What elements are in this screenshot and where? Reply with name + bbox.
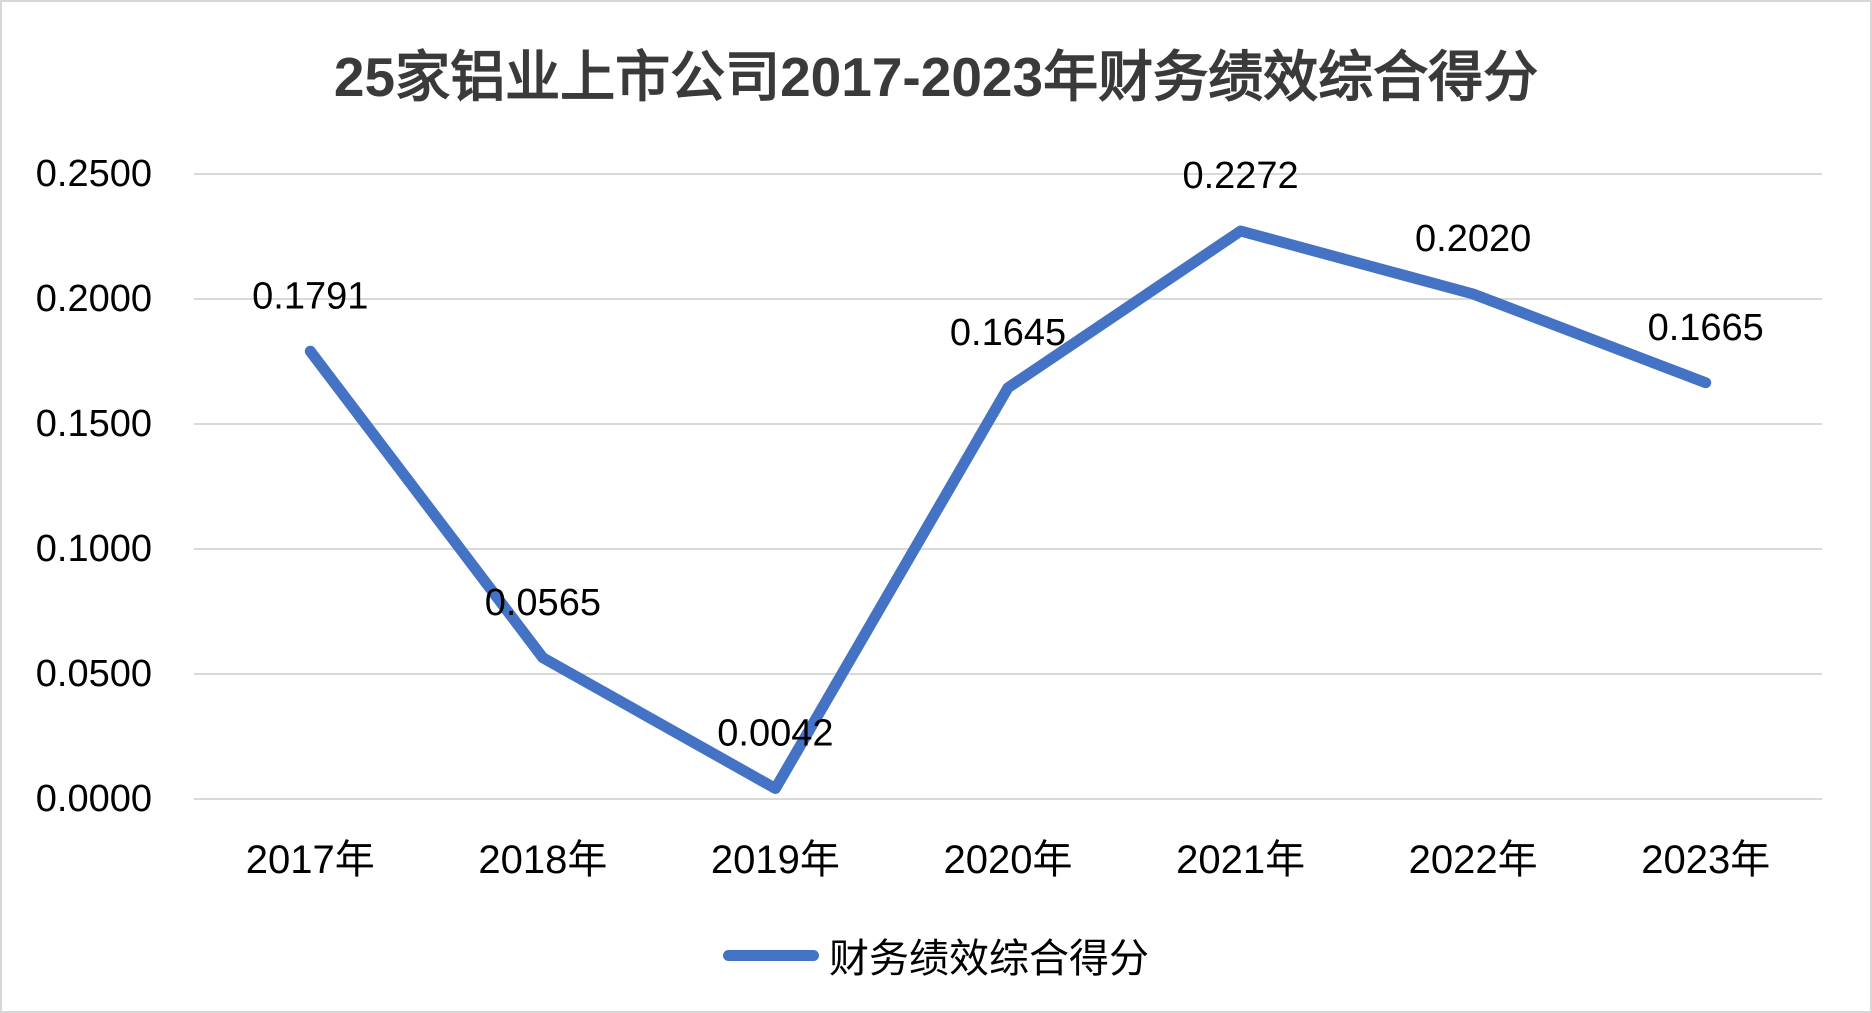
data-label: 0.0042 xyxy=(717,713,833,755)
x-tick-label: 2021年 xyxy=(1176,838,1305,882)
data-label: 0.1645 xyxy=(950,312,1066,354)
y-tick-label: 0.2500 xyxy=(36,153,152,195)
series-line xyxy=(304,225,1712,794)
y-tick-label: 0.2000 xyxy=(36,278,152,320)
x-tick-label: 2017年 xyxy=(246,838,375,882)
data-label: 0.2020 xyxy=(1415,218,1531,260)
x-tick-label: 2019年 xyxy=(711,838,840,882)
data-label: 0.1791 xyxy=(252,275,368,317)
y-tick-label: 0.1000 xyxy=(36,528,152,570)
legend-label: 财务绩效综合得分 xyxy=(829,937,1149,981)
x-tick-label: 2018年 xyxy=(478,838,607,882)
y-tick-label: 0.1500 xyxy=(36,403,152,445)
data-label: 0.0565 xyxy=(485,582,601,624)
x-tick-label: 2023年 xyxy=(1641,838,1770,882)
legend-line-swatch xyxy=(723,949,819,961)
data-label: 0.2272 xyxy=(1182,155,1298,197)
x-tick-label: 2020年 xyxy=(944,838,1073,882)
y-tick-label: 0.0000 xyxy=(36,778,152,820)
data-label: 0.1665 xyxy=(1648,307,1764,349)
chart-title: 25家铝业上市公司2017-2023年财务绩效综合得分 xyxy=(333,46,1539,108)
y-tick-label: 0.0500 xyxy=(36,653,152,695)
x-tick-label: 2022年 xyxy=(1409,838,1538,882)
legend: 财务绩效综合得分 xyxy=(723,926,1149,984)
